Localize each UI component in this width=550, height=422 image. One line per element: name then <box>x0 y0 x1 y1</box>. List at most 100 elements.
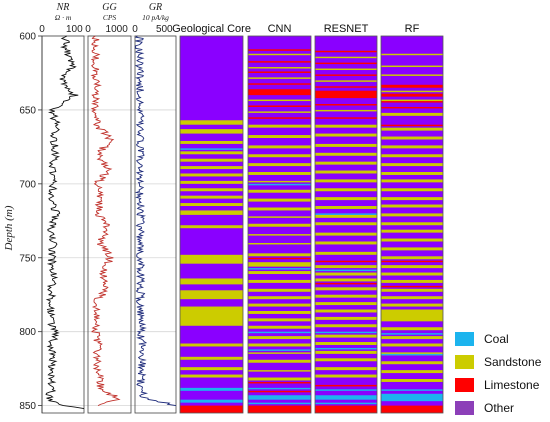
layer-sandstone <box>381 65 443 68</box>
layer-sandstone <box>248 67 311 69</box>
layer-sandstone <box>315 324 377 328</box>
layer-limestone <box>315 74 377 76</box>
layer-sandstone <box>180 210 243 215</box>
layer-sandstone <box>248 279 311 283</box>
layer-sandstone <box>381 172 443 175</box>
layer-sandstone <box>248 111 311 113</box>
layer-sandstone <box>315 294 377 298</box>
layer-limestone <box>315 117 377 119</box>
layer-limestone <box>248 257 311 260</box>
layer-limestone <box>381 106 443 109</box>
layer-limestone <box>248 61 311 63</box>
layer-sandstone <box>180 120 243 125</box>
layer-sandstone <box>381 127 443 131</box>
track-unit-nr: Ω · m <box>55 13 72 22</box>
layer-sandstone <box>315 68 377 71</box>
depth-tick-label: 700 <box>19 179 36 190</box>
layer-coal <box>381 353 443 356</box>
layer-limestone <box>315 90 377 99</box>
layer-coal <box>315 331 377 334</box>
layer-sandstone <box>248 216 311 218</box>
layer-sandstone <box>180 367 243 371</box>
layer-sandstone <box>248 336 311 340</box>
layer-sandstone <box>180 166 243 170</box>
layer-sandstone <box>315 109 377 112</box>
layer-sandstone <box>180 278 243 285</box>
layer-sandstone <box>248 310 311 314</box>
layer-coal <box>248 331 311 334</box>
layer-sandstone <box>315 188 377 192</box>
track-unit-gg: CPS <box>103 13 117 22</box>
layer-sandstone <box>381 179 443 183</box>
layer-limestone <box>248 71 311 73</box>
layer-sandstone <box>315 179 377 183</box>
layer-coal <box>248 387 311 390</box>
lithology-columns: Geological Core CNN RESNET RF <box>172 23 444 414</box>
layer-coal <box>248 349 311 351</box>
layer-sandstone <box>248 325 311 329</box>
curve-gg <box>90 35 121 407</box>
layer-limestone <box>248 117 311 119</box>
layer-coal <box>315 347 377 350</box>
layer-sandstone <box>315 214 377 218</box>
layer-sandstone <box>381 265 443 269</box>
layer-sandstone <box>315 241 377 245</box>
layer-coal <box>180 399 243 403</box>
layer-sandstone <box>315 374 377 378</box>
layer-sandstone <box>381 272 443 276</box>
layer-limestone <box>381 124 443 127</box>
layer-sandstone <box>248 135 311 139</box>
layer-sandstone <box>381 145 443 149</box>
depth-tick-label: 750 <box>19 253 36 264</box>
layer-sandstone <box>381 303 443 307</box>
legend-swatch-other <box>455 401 474 415</box>
layer-sandstone <box>180 290 243 300</box>
layer-limestone <box>381 285 443 288</box>
layer-sandstone <box>248 145 311 149</box>
layer-limestone <box>248 381 311 384</box>
layer-limestone <box>315 86 377 88</box>
layer-sandstone <box>248 377 311 381</box>
layer-limestone <box>381 93 443 97</box>
layer-sandstone <box>248 180 311 183</box>
layer-sandstone <box>248 77 311 79</box>
layer-sandstone <box>248 359 311 363</box>
layer-sandstone <box>381 279 443 283</box>
depth-axis-label: Depth (m) <box>3 205 15 251</box>
layer-sandstone <box>248 271 311 275</box>
track-name-nr: NR <box>56 2 70 13</box>
track-frame-gg <box>87 35 132 414</box>
track-tick-gg: 0 <box>85 24 91 35</box>
layer-sandstone <box>381 222 443 226</box>
layer-sandstone <box>315 206 377 209</box>
layer-sandstone <box>315 197 377 201</box>
layer-sandstone <box>248 253 311 257</box>
layer-sandstone <box>315 278 377 282</box>
layer-coal <box>381 393 443 402</box>
layer-coal <box>248 183 311 186</box>
layer-sandstone <box>381 229 443 233</box>
track-frame-gr <box>134 35 177 414</box>
layer-limestone <box>315 104 377 106</box>
layer-sandstone <box>248 223 311 227</box>
track-tick-gr: 0 <box>132 24 138 35</box>
layer-limestone <box>315 384 377 387</box>
depth-tick-label: 650 <box>19 105 36 116</box>
layer-sandstone <box>180 140 243 144</box>
layer-sandstone <box>180 225 243 229</box>
layer-sandstone <box>180 158 243 162</box>
track-tick-gg: 1000 <box>106 24 129 35</box>
layer-sandstone <box>315 222 377 226</box>
layer-sandstone <box>381 327 443 331</box>
legend: Coal Sandstone Limestone Other <box>455 332 542 415</box>
layer-sandstone <box>248 189 311 193</box>
layer-sandstone <box>381 370 443 374</box>
layer-sandstone <box>381 136 443 140</box>
layer-sandstone <box>381 53 443 56</box>
layer-sandstone <box>315 124 377 128</box>
layer-sandstone <box>248 154 311 158</box>
curve-gr <box>134 35 177 407</box>
layer-sandstone <box>315 287 377 291</box>
layer-sandstone <box>381 247 443 251</box>
layer-coal <box>248 402 311 405</box>
